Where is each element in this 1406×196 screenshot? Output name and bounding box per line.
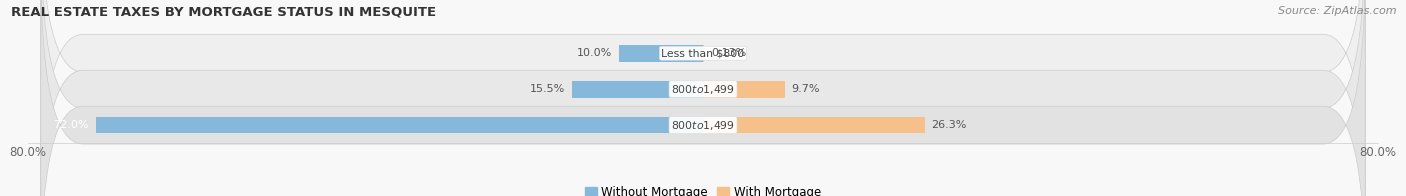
Bar — [703, 81, 785, 98]
Text: Source: ZipAtlas.com: Source: ZipAtlas.com — [1278, 6, 1396, 16]
FancyBboxPatch shape — [41, 0, 1365, 196]
Text: $800 to $1,499: $800 to $1,499 — [671, 119, 735, 132]
Bar — [572, 81, 703, 98]
Bar — [619, 45, 703, 62]
FancyBboxPatch shape — [41, 0, 1365, 196]
Bar — [703, 117, 925, 133]
Legend: Without Mortgage, With Mortgage: Without Mortgage, With Mortgage — [581, 181, 825, 196]
Text: 15.5%: 15.5% — [530, 84, 565, 94]
Text: 72.0%: 72.0% — [53, 120, 89, 130]
Text: 26.3%: 26.3% — [932, 120, 967, 130]
Text: 0.13%: 0.13% — [711, 48, 747, 58]
Text: Less than $800: Less than $800 — [661, 48, 745, 58]
Bar — [96, 117, 703, 133]
Text: REAL ESTATE TAXES BY MORTGAGE STATUS IN MESQUITE: REAL ESTATE TAXES BY MORTGAGE STATUS IN … — [11, 6, 436, 19]
Text: $800 to $1,499: $800 to $1,499 — [671, 83, 735, 96]
Text: 10.0%: 10.0% — [576, 48, 612, 58]
FancyBboxPatch shape — [41, 0, 1365, 196]
Text: 9.7%: 9.7% — [792, 84, 820, 94]
